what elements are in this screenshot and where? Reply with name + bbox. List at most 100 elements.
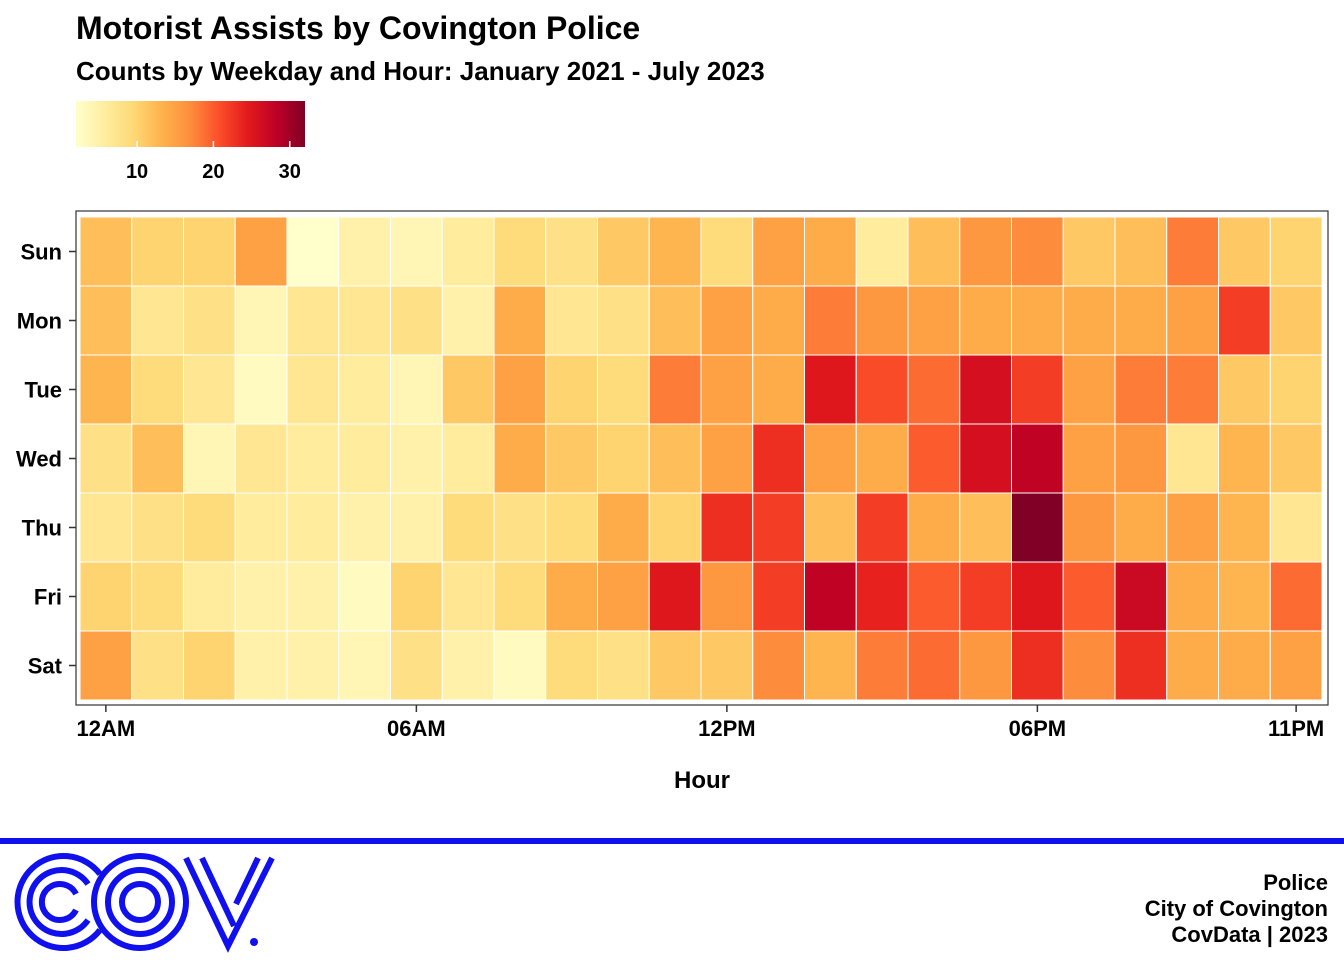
heatmap-chart: 10 20 30 Sun Mon Tue Wed Thu Fri Sat 12AM 06AM 12PM… (16, 101, 1329, 794)
heatmap-cell-tue-11am (648, 354, 702, 425)
heatmap-cell-tue-01am (131, 354, 184, 425)
heatmap-cell-thu-05am (338, 492, 391, 563)
heatmap-cell-mon-05am (338, 285, 391, 356)
heatmap-cell-fri-05am (338, 561, 391, 632)
heatmap-cell-mon-09am (545, 285, 598, 356)
heatmap-cell-wed-10pm (1218, 423, 1271, 494)
heatmap-cell-tue-09pm (1166, 354, 1219, 425)
heatmap-cell-fri-02am (183, 561, 236, 632)
heatmap-cell-thu-03pm (855, 492, 909, 563)
heatmap-cell-mon-11pm (1269, 285, 1323, 356)
heatmap-cell-fri-11am (648, 561, 702, 632)
heatmap-cell-sat-05pm (959, 630, 1012, 701)
heatmap-cell-sat-12pm (700, 630, 754, 701)
footer-department: Police (1263, 870, 1328, 895)
x-tick-label-06am: 06AM (387, 716, 446, 741)
heatmap-cell-sat-10pm (1218, 630, 1271, 701)
heatmap-cell-wed-08am (493, 423, 547, 494)
heatmap-cell-mon-09pm (1166, 285, 1219, 356)
heatmap-cell-tue-02pm (804, 354, 857, 425)
heatmap-cell-sun-09am (545, 216, 598, 287)
heatmap-cell-thu-06pm (1011, 492, 1064, 563)
heatmap-cell-mon-08pm (1114, 285, 1168, 356)
heatmap-cell-wed-06am (390, 423, 443, 494)
footer-source: CovData | 2023 (1171, 922, 1328, 947)
heatmap-cell-sun-09pm (1166, 216, 1219, 287)
heatmap-cell-sun-07pm (1062, 216, 1116, 287)
heatmap-cell-sun-11pm (1269, 216, 1323, 287)
heatmap-cell-mon-07am (441, 285, 495, 356)
y-tick-label-thu: Thu (22, 516, 62, 541)
plot-area: Sun Mon Tue Wed Thu Fri Sat 12AM 06AM 12PM 06PM 11P… (16, 210, 1329, 741)
legend-color-bar (76, 101, 305, 147)
heatmap-cell-fri-08am (493, 561, 547, 632)
heatmap-cell-tue-10pm (1218, 354, 1271, 425)
heatmap-cell-sat-02am (183, 630, 236, 701)
heatmap-cell-fri-04pm (907, 561, 961, 632)
heatmap-cell-sun-02pm (804, 216, 857, 287)
heatmap-cell-tue-03am (234, 354, 288, 425)
heatmap-cell-fri-03pm (855, 561, 909, 632)
heatmap-cell-wed-09am (545, 423, 598, 494)
heatmap-cell-tue-07am (441, 354, 495, 425)
heatmap-cell-mon-02pm (804, 285, 857, 356)
legend-tick-label: 10 (126, 161, 148, 183)
heatmap-cell-thu-08pm (1114, 492, 1168, 563)
heatmap-cell-thu-07pm (1062, 492, 1116, 563)
x-tick-label-06pm: 06PM (1009, 716, 1066, 741)
heatmap-cell-sat-03am (234, 630, 288, 701)
heatmap-cell-sat-07am (441, 630, 495, 701)
heatmap-cell-sun-05am (338, 216, 391, 287)
heatmap-cell-tue-05pm (959, 354, 1012, 425)
heatmap-cell-fri-01am (131, 561, 184, 632)
heatmap-cell-wed-03am (234, 423, 288, 494)
heatmap-cell-sun-05pm (959, 216, 1012, 287)
heatmap-cell-mon-08am (493, 285, 547, 356)
heatmap-cell-sun-12pm (700, 216, 754, 287)
chart-title: Motorist Assists by Covington Police (76, 10, 641, 46)
heatmap-cell-sat-09am (545, 630, 598, 701)
y-tick-label-fri: Fri (34, 585, 62, 610)
heatmap-cell-thu-04pm (907, 492, 961, 563)
heatmap-cell-mon-04am (286, 285, 340, 356)
heatmap-cell-sun-07am (441, 216, 495, 287)
heatmap-cell-fri-12am (79, 561, 133, 632)
heatmap-cell-sat-03pm (855, 630, 909, 701)
heatmap-cell-sun-08am (493, 216, 547, 287)
legend-tick-label: 30 (279, 161, 301, 183)
heatmap-cell-thu-04am (286, 492, 340, 563)
chart-subtitle: Counts by Weekday and Hour: January 2021… (76, 56, 765, 86)
heatmap-cell-sat-08am (493, 630, 547, 701)
heatmap-cell-wed-01am (131, 423, 184, 494)
heatmap-cell-sun-02am (183, 216, 236, 287)
heatmap-cell-sat-11am (648, 630, 702, 701)
heatmap-cell-mon-06pm (1011, 285, 1064, 356)
y-tick-label-sat: Sat (28, 654, 63, 679)
y-tick-label-mon: Mon (17, 309, 62, 334)
heatmap-cell-fri-10am (597, 561, 650, 632)
heatmap-cell-tue-06pm (1011, 354, 1064, 425)
heatmap-cell-fri-06am (390, 561, 443, 632)
heatmap-cell-sat-06pm (1011, 630, 1064, 701)
heatmap-cell-sun-03pm (855, 216, 909, 287)
footer-credits: Police City of Covington CovData | 2023 (1145, 870, 1328, 948)
heatmap-cell-sun-04pm (907, 216, 961, 287)
heatmap-cell-sun-04am (286, 216, 340, 287)
heatmap-cell-tue-04am (286, 354, 340, 425)
heatmap-cell-fri-04am (286, 561, 340, 632)
heatmap-cell-thu-12am (79, 492, 133, 563)
heatmap-cell-thu-10am (597, 492, 650, 563)
heatmap-cell-thu-12pm (700, 492, 754, 563)
heatmap-cell-thu-01pm (752, 492, 805, 563)
heatmap-cell-sat-04am (286, 630, 340, 701)
heatmap-cell-mon-04pm (907, 285, 961, 356)
heatmap-cell-fri-03am (234, 561, 288, 632)
heatmap-cell-mon-01pm (752, 285, 805, 356)
heatmap-cell-sun-10pm (1218, 216, 1271, 287)
heatmap-cell-sat-12am (79, 630, 133, 701)
heatmap-cell-tue-01pm (752, 354, 805, 425)
heatmap-cell-wed-12pm (700, 423, 754, 494)
heatmap-cell-fri-02pm (804, 561, 857, 632)
heatmap-cell-fri-07am (441, 561, 495, 632)
heatmap-cell-sun-01pm (752, 216, 805, 287)
